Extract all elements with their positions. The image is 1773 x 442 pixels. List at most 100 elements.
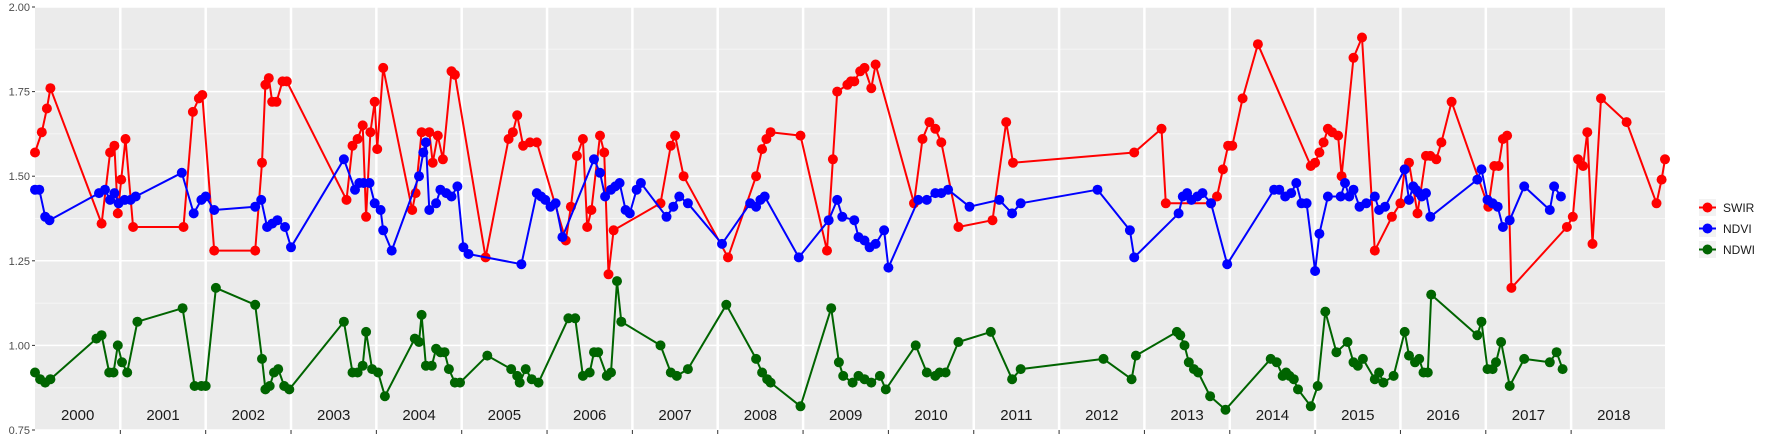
data-point xyxy=(378,62,389,73)
year-label: 2003 xyxy=(317,407,350,424)
data-point xyxy=(1660,154,1670,165)
data-point xyxy=(414,171,424,182)
data-point xyxy=(352,367,363,378)
legend-item-ndvi: NDVI xyxy=(1699,220,1752,237)
data-point xyxy=(1227,140,1238,151)
year-label: 2012 xyxy=(1085,407,1118,424)
data-point xyxy=(1286,188,1297,199)
data-point xyxy=(30,147,40,158)
data-point xyxy=(361,211,372,222)
data-point xyxy=(1314,147,1325,158)
data-point xyxy=(985,326,996,337)
data-point xyxy=(1092,184,1103,195)
data-point xyxy=(1399,326,1410,337)
data-point xyxy=(595,167,605,178)
data-point xyxy=(257,157,267,168)
data-point xyxy=(1388,370,1399,381)
data-point xyxy=(1561,222,1572,232)
data-point xyxy=(420,137,431,148)
data-point xyxy=(271,96,282,107)
data-point xyxy=(520,364,531,375)
data-point xyxy=(1476,316,1487,327)
data-point xyxy=(1504,215,1515,226)
data-point xyxy=(599,147,610,158)
data-point xyxy=(1555,191,1566,202)
data-point xyxy=(416,127,427,138)
data-point xyxy=(506,364,517,375)
data-point xyxy=(833,357,844,368)
data-point xyxy=(284,384,295,395)
series-layer xyxy=(30,32,1670,415)
data-point xyxy=(1504,381,1515,391)
data-point xyxy=(1544,357,1555,368)
data-point xyxy=(1431,154,1442,165)
data-point xyxy=(987,215,998,226)
y-tick-label: 2.00 xyxy=(9,2,30,14)
data-point xyxy=(1386,211,1397,222)
data-point xyxy=(793,252,804,263)
data-point xyxy=(1651,198,1662,209)
year-label: 2008 xyxy=(744,407,777,424)
data-point xyxy=(1582,127,1593,138)
data-point xyxy=(921,367,932,378)
data-point xyxy=(616,316,627,327)
data-point xyxy=(827,154,838,165)
data-point xyxy=(443,364,454,375)
data-point xyxy=(1492,201,1503,212)
year-label: 2002 xyxy=(232,407,265,424)
data-point xyxy=(45,374,56,385)
year-label: 2007 xyxy=(658,407,691,424)
data-point xyxy=(674,191,685,202)
data-point xyxy=(913,194,924,205)
data-point xyxy=(608,225,619,236)
data-point xyxy=(531,137,542,148)
data-point xyxy=(117,357,127,368)
data-point xyxy=(1348,52,1359,63)
data-point xyxy=(375,205,386,215)
data-point xyxy=(635,178,646,188)
data-point xyxy=(338,154,349,165)
data-point xyxy=(187,106,198,117)
legend: SWIR NDVI NDWI xyxy=(1699,199,1755,258)
data-point xyxy=(1404,194,1414,205)
data-point xyxy=(586,205,597,215)
year-labels: 2000 2001 2002 2003 2004 2005 2006 2007 2008 2009… xyxy=(61,407,1631,424)
data-point xyxy=(550,198,561,209)
data-point xyxy=(1352,360,1363,371)
data-point xyxy=(1179,340,1190,351)
data-point xyxy=(280,222,290,232)
data-point xyxy=(930,123,941,134)
data-point xyxy=(200,191,211,202)
data-point xyxy=(1567,211,1578,222)
data-point xyxy=(286,242,296,253)
data-point xyxy=(96,330,107,341)
data-point xyxy=(1519,353,1530,364)
data-point xyxy=(917,134,928,144)
data-point xyxy=(1493,161,1504,171)
data-point xyxy=(507,127,518,138)
data-point xyxy=(1422,367,1433,378)
year-label: 2018 xyxy=(1597,407,1630,424)
data-point xyxy=(1322,191,1333,202)
data-point xyxy=(256,194,267,205)
data-point xyxy=(1293,384,1303,395)
data-point xyxy=(373,367,384,378)
data-point xyxy=(1621,117,1632,128)
data-point xyxy=(678,171,689,182)
data-point xyxy=(759,191,770,202)
data-point xyxy=(45,83,56,94)
data-point xyxy=(765,377,776,388)
data-point xyxy=(372,144,383,155)
data-point xyxy=(1578,161,1589,171)
data-point xyxy=(795,401,806,412)
data-point xyxy=(1357,32,1367,43)
data-point xyxy=(516,259,527,270)
data-point xyxy=(1361,198,1372,209)
data-point xyxy=(603,269,614,280)
data-point xyxy=(1378,377,1389,388)
year-label: 2011 xyxy=(1000,407,1032,424)
data-point xyxy=(1274,184,1285,195)
data-point xyxy=(1544,205,1555,215)
legend-key-point xyxy=(1702,202,1713,213)
data-point xyxy=(1222,259,1233,270)
